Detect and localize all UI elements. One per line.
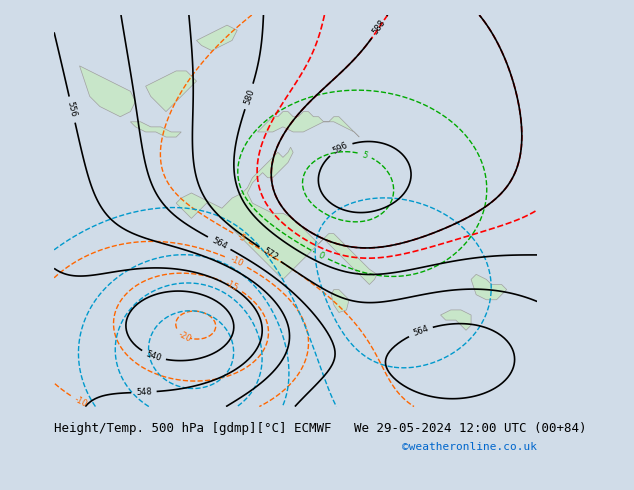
Polygon shape (197, 25, 237, 50)
Text: -20: -20 (177, 329, 193, 343)
Text: -5: -5 (235, 232, 247, 244)
Text: 5: 5 (361, 150, 369, 160)
Polygon shape (257, 112, 359, 137)
Text: 556: 556 (66, 101, 79, 119)
Polygon shape (471, 274, 507, 300)
Text: ©weatheronline.co.uk: ©weatheronline.co.uk (402, 442, 537, 452)
Text: 0: 0 (317, 250, 325, 261)
Text: -10: -10 (229, 255, 245, 269)
Text: We 29-05-2024 12:00 UTC (00+84): We 29-05-2024 12:00 UTC (00+84) (354, 422, 586, 435)
Text: 548: 548 (136, 387, 152, 397)
Text: 564: 564 (210, 236, 228, 251)
Text: -15: -15 (224, 279, 240, 293)
Polygon shape (331, 290, 349, 313)
Text: Height/Temp. 500 hPa [gdmp][°C] ECMWF: Height/Temp. 500 hPa [gdmp][°C] ECMWF (54, 422, 332, 435)
Polygon shape (441, 310, 471, 330)
Text: 580: 580 (242, 88, 256, 105)
Text: 572: 572 (261, 246, 280, 263)
Polygon shape (176, 147, 377, 285)
Text: 588: 588 (371, 18, 388, 36)
Polygon shape (79, 66, 136, 117)
Text: 564: 564 (411, 324, 430, 338)
Text: 540: 540 (145, 349, 162, 363)
Polygon shape (146, 71, 197, 112)
Polygon shape (131, 122, 181, 137)
Text: 596: 596 (332, 141, 350, 156)
Text: -10: -10 (73, 394, 89, 409)
